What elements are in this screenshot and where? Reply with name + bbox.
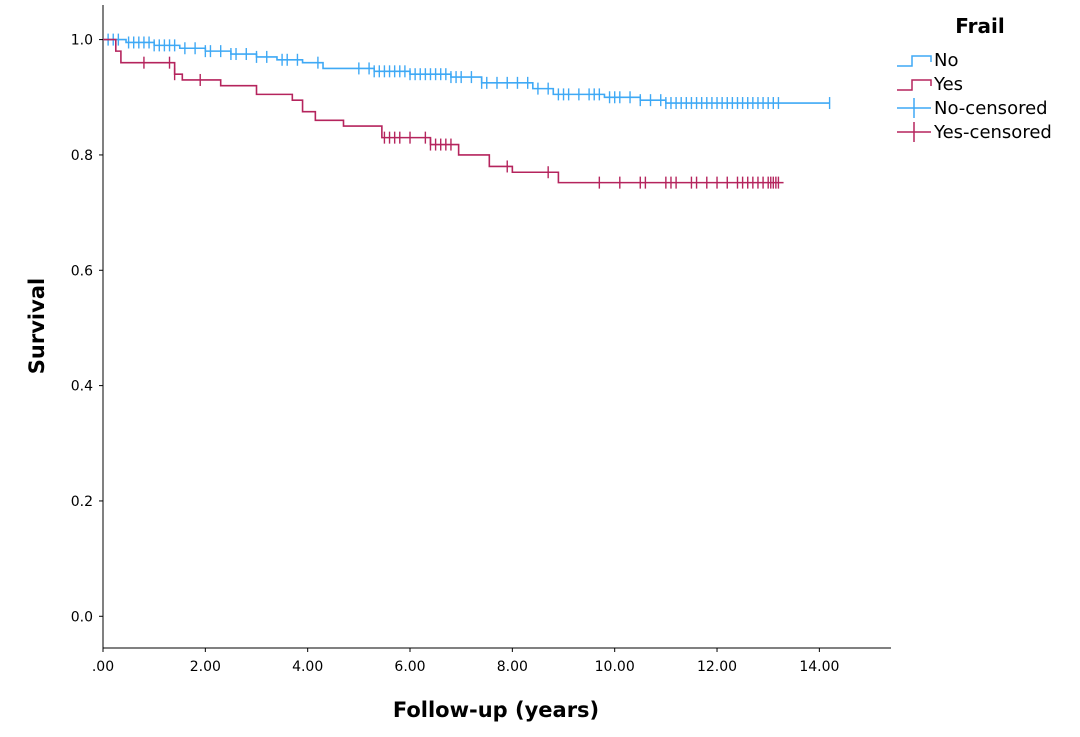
legend-title: Frail — [955, 14, 1004, 38]
legend-item: Yes — [897, 74, 963, 95]
x-tick-label: 6.00 — [394, 659, 425, 675]
x-tick-label: 8.00 — [497, 659, 528, 675]
legend-label: No — [934, 50, 958, 71]
series-no — [103, 33, 831, 110]
x-tick-label: 2.00 — [190, 659, 221, 675]
series-yes — [103, 38, 784, 189]
legend-label: Yes-censored — [933, 122, 1052, 143]
y-tick-label: 0.0 — [71, 609, 93, 625]
legend-label: No-censored — [934, 98, 1048, 119]
series-layer — [103, 33, 831, 189]
legend-item: No — [897, 50, 958, 71]
x-axis-title: Follow-up (years) — [393, 698, 599, 722]
y-axis-title: Survival — [25, 278, 49, 374]
survival-curve-no — [103, 38, 830, 104]
x-tick-label: 14.00 — [799, 659, 839, 675]
x-tick-label: 10.00 — [595, 659, 635, 675]
legend: Frail No Yes No-censored Yes-censored — [897, 14, 1052, 143]
axes — [102, 5, 891, 649]
y-tick-label: 0.4 — [71, 379, 93, 395]
y-tick-label: 0.2 — [71, 494, 93, 510]
legend-label: Yes — [933, 74, 963, 95]
y-tick-label: 0.8 — [71, 148, 93, 164]
legend-swatch-step — [897, 55, 932, 67]
legend-item: Yes-censored — [897, 122, 1052, 143]
ticks: .00 2.00 4.00 6.00 8.00 10.00 12.00 14.00 0.0 0.2… — [71, 33, 840, 675]
y-tick-label: 1.0 — [71, 33, 93, 49]
survival-curve-yes — [103, 38, 784, 184]
x-tick-label: 12.00 — [697, 659, 737, 675]
x-tick-label: 4.00 — [292, 659, 323, 675]
y-tick-label: 0.6 — [71, 263, 93, 279]
legend-item: No-censored — [897, 98, 1048, 119]
x-tick-label: .00 — [92, 659, 114, 675]
legend-swatch-step — [897, 79, 932, 91]
